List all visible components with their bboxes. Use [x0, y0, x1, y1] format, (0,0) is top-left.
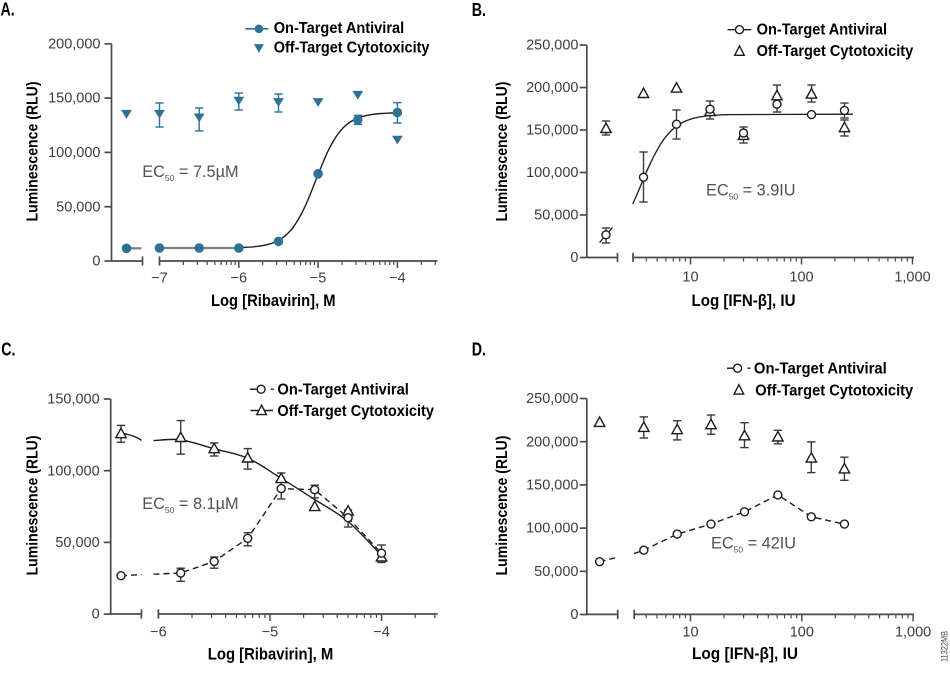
svg-text:Off-Target Cytotoxicity: Off-Target Cytotoxicity [757, 43, 914, 60]
svg-text:Log [IFN-β], IU: Log [IFN-β], IU [692, 291, 796, 310]
svg-text:0: 0 [570, 250, 578, 266]
svg-text:Off-Target Cytotoxicity: Off-Target Cytotoxicity [277, 403, 434, 420]
svg-text:EC50 = 3.9IU: EC50 = 3.9IU [706, 182, 796, 202]
svg-text:1,000: 1,000 [895, 625, 931, 641]
svg-text:100,000: 100,000 [48, 145, 100, 161]
svg-text:EC50 = 42IU: EC50 = 42IU [711, 535, 796, 555]
svg-text:Luminescence (RLU): Luminescence (RLU) [25, 82, 42, 222]
svg-text:−6: −6 [231, 271, 248, 287]
svg-text:150,000: 150,000 [47, 392, 99, 408]
svg-text:0: 0 [92, 254, 100, 270]
svg-text:200,000: 200,000 [526, 80, 578, 96]
svg-text:100,000: 100,000 [526, 165, 578, 181]
svg-text:Luminescence (RLU): Luminescence (RLU) [25, 436, 42, 576]
svg-text:Log [Ribavirin], M: Log [Ribavirin], M [208, 645, 333, 664]
svg-text:−5: −5 [262, 625, 279, 641]
svg-text:Off-Target Cytotoxicity: Off-Target Cytotoxicity [274, 40, 430, 57]
svg-text:Luminescence (RLU): Luminescence (RLU) [494, 82, 511, 222]
svg-text:EC50 = 8.1µM: EC50 = 8.1µM [142, 495, 238, 515]
svg-text:250,000: 250,000 [526, 38, 578, 54]
svg-text:150,000: 150,000 [48, 91, 100, 107]
svg-text:150,000: 150,000 [526, 478, 578, 494]
svg-text:−4: −4 [389, 271, 406, 287]
svg-text:1,000: 1,000 [894, 270, 930, 286]
svg-text:10: 10 [682, 625, 698, 641]
svg-text:On-Target Antiviral: On-Target Antiviral [754, 361, 887, 378]
svg-text:50,000: 50,000 [55, 535, 99, 551]
svg-text:200,000: 200,000 [526, 434, 578, 450]
svg-text:100: 100 [790, 625, 814, 641]
svg-text:10: 10 [682, 270, 698, 286]
svg-text:200,000: 200,000 [48, 36, 100, 52]
svg-text:Luminescence (RLU): Luminescence (RLU) [494, 436, 511, 576]
svg-text:100,000: 100,000 [526, 521, 578, 537]
svg-text:On-Target Antiviral: On-Target Antiviral [277, 382, 409, 399]
svg-text:Off-Target Cytotoxicity: Off-Target Cytotoxicity [755, 383, 913, 400]
svg-text:100: 100 [789, 270, 813, 286]
svg-text:EC50 = 7.5µM: EC50 = 7.5µM [142, 163, 238, 183]
svg-text:11322MB: 11322MB [940, 631, 950, 662]
svg-text:−7: −7 [151, 271, 168, 287]
svg-text:50,000: 50,000 [56, 199, 100, 215]
svg-text:−6: −6 [150, 625, 167, 641]
svg-text:Log [IFN-β], IU: Log [IFN-β], IU [692, 644, 798, 663]
svg-text:0: 0 [570, 607, 578, 623]
svg-text:50,000: 50,000 [534, 564, 578, 580]
svg-text:B.: B. [472, 0, 486, 20]
svg-text:0: 0 [92, 607, 100, 623]
svg-text:Log [Ribavirin], M: Log [Ribavirin], M [211, 291, 336, 310]
svg-text:A.: A. [1, 0, 15, 20]
svg-text:−5: −5 [310, 271, 327, 287]
svg-text:150,000: 150,000 [526, 123, 578, 139]
svg-text:D.: D. [472, 338, 486, 359]
svg-text:100,000: 100,000 [47, 463, 99, 479]
svg-text:On-Target Antiviral: On-Target Antiviral [757, 22, 888, 39]
svg-text:−4: −4 [373, 625, 390, 641]
svg-text:C.: C. [1, 339, 15, 360]
svg-text:On-Target Antiviral: On-Target Antiviral [274, 20, 405, 37]
svg-text:50,000: 50,000 [534, 208, 578, 224]
svg-text:250,000: 250,000 [526, 391, 578, 407]
